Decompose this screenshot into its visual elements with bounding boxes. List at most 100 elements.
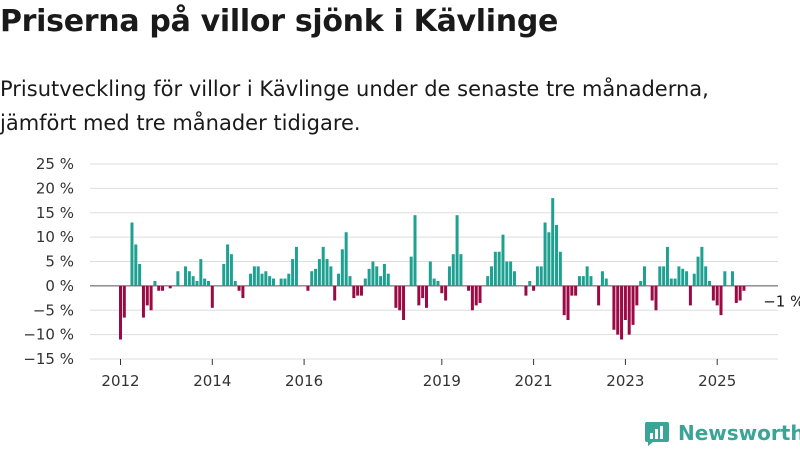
bar (329, 266, 333, 286)
bar (428, 261, 432, 286)
bar (130, 222, 134, 286)
bar (306, 285, 310, 291)
bar (421, 285, 425, 299)
bar (474, 285, 478, 306)
y-tick-label: 25 % (36, 155, 74, 173)
logo-text: Newsworthy (678, 421, 800, 445)
bar (574, 285, 578, 296)
bar (528, 281, 532, 286)
bar (677, 266, 681, 286)
bar (386, 273, 390, 286)
bar (337, 273, 341, 286)
bar (340, 249, 344, 286)
bar (260, 273, 264, 286)
bar (294, 246, 298, 286)
chart-title: Priserna på villor sjönk i Kävlinge (0, 4, 559, 39)
bar (658, 266, 662, 286)
bar (195, 281, 199, 286)
bar (398, 285, 402, 311)
bar (413, 215, 417, 286)
newsworthy-logo[interactable]: Newsworthy (644, 420, 800, 446)
bar (145, 285, 149, 306)
bar (532, 285, 536, 291)
bar (631, 285, 635, 325)
bar (730, 271, 734, 286)
bar (210, 285, 214, 308)
bar (141, 285, 145, 318)
bar (168, 285, 172, 289)
bar (589, 276, 593, 286)
bar (635, 285, 639, 306)
bar (616, 285, 620, 335)
bar (222, 263, 226, 286)
x-axis-ticks: 2012 2014 2016 2019 2021 2023 2025 (101, 359, 736, 390)
bar (149, 285, 153, 311)
bar (711, 285, 715, 301)
bar (206, 281, 210, 286)
y-tick-label: 10 % (36, 228, 74, 246)
bar (669, 278, 673, 286)
bar (470, 285, 474, 311)
bar (402, 285, 406, 321)
bar (535, 266, 539, 286)
bar (734, 285, 738, 303)
bar (291, 259, 295, 286)
bar (325, 259, 329, 286)
bar (627, 285, 631, 335)
bar (543, 222, 547, 286)
bar (203, 278, 207, 286)
bar (700, 246, 704, 286)
bar (673, 278, 677, 286)
bar (271, 278, 275, 286)
bar (558, 251, 562, 286)
bar (459, 254, 463, 286)
gridlines (90, 163, 778, 360)
y-tick-label: 15 % (36, 204, 74, 222)
bar (696, 256, 700, 286)
bar (665, 246, 669, 286)
bar (708, 281, 712, 286)
bar (375, 266, 379, 286)
bar (719, 285, 723, 316)
bar (723, 271, 727, 286)
bar (455, 215, 459, 286)
bar (501, 234, 505, 286)
bar (547, 232, 551, 286)
bar (654, 285, 658, 311)
bar (417, 285, 421, 306)
bar-chart: −15 % −10 % −5 % 0 % 5 % 10 % 15 % 20 % 25 % 201… (23, 155, 800, 390)
bar (317, 259, 321, 286)
bar (424, 285, 428, 308)
newsworthy-logo-icon (645, 422, 669, 446)
bar (268, 276, 272, 286)
y-tick-label: −15 % (23, 350, 74, 368)
bar (509, 261, 513, 286)
bar (600, 271, 604, 286)
bar (119, 285, 122, 340)
bar (451, 254, 455, 286)
bar (524, 285, 528, 296)
bar (359, 285, 363, 296)
bar (134, 244, 138, 286)
chart-subtitle: Prisutveckling för villor i Kävlinge und… (0, 77, 709, 135)
bars (119, 198, 746, 340)
bar (505, 261, 509, 286)
bar (715, 285, 719, 306)
bar (681, 268, 685, 286)
bar (138, 263, 142, 286)
bar (252, 266, 256, 286)
bar (157, 285, 161, 291)
bar (562, 285, 566, 316)
bar (321, 246, 325, 286)
x-tick-label: 2021 (515, 372, 553, 390)
bar (348, 276, 352, 286)
bar (639, 281, 643, 286)
y-axis-ticks: −15 % −10 % −5 % 0 % 5 % 10 % 15 % 20 % 25 % (23, 155, 74, 368)
bar (493, 251, 497, 286)
bar (604, 278, 608, 286)
bar (371, 261, 375, 286)
bar (199, 259, 203, 286)
y-tick-label: 5 % (45, 253, 74, 271)
bar (432, 278, 436, 286)
bar (226, 244, 230, 286)
